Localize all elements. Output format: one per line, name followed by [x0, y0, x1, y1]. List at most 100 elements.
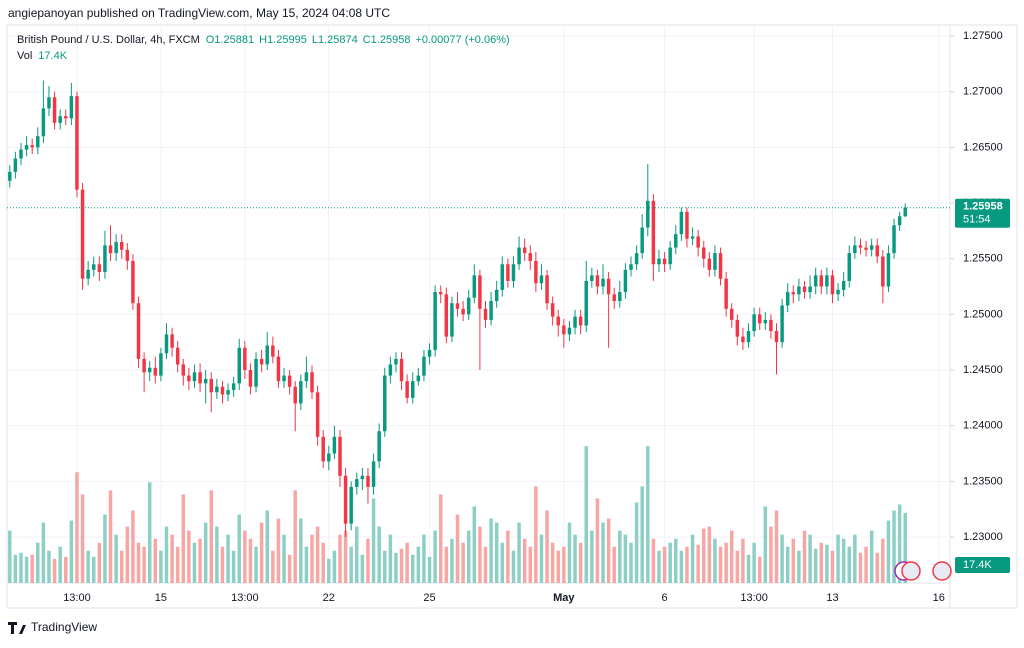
volume-bar	[36, 542, 40, 583]
volume-bar	[825, 544, 829, 583]
volume-bar	[119, 550, 124, 583]
volume-bar	[897, 504, 902, 583]
candle-body	[886, 253, 891, 287]
candle-body	[215, 386, 219, 393]
candle-body	[730, 308, 734, 320]
y-tick-label: 1.23500	[963, 475, 1003, 487]
candle-body	[164, 334, 169, 354]
candle-body	[159, 353, 163, 376]
volume-bar	[147, 482, 152, 583]
volume-bar	[416, 546, 421, 583]
countdown: 51:54	[963, 214, 991, 226]
candle-body	[718, 253, 723, 279]
volume-bar	[668, 542, 672, 583]
candle-body	[310, 372, 314, 393]
volume-bar	[287, 554, 292, 583]
candle-body	[461, 308, 465, 315]
volume-bar	[466, 530, 471, 583]
volume-bar	[52, 558, 57, 583]
candle-body	[422, 356, 426, 376]
candle-body	[813, 275, 818, 287]
candle-body	[80, 189, 85, 279]
volume-bar	[75, 472, 79, 583]
candle-body	[791, 292, 796, 295]
candle-body	[494, 289, 499, 301]
volume-bar	[64, 556, 68, 583]
volume-bar	[847, 546, 851, 583]
y-tick-label: 1.26500	[963, 141, 1003, 153]
candle-body	[388, 364, 393, 376]
candle-body	[702, 247, 706, 259]
x-tick-label: 13	[826, 592, 838, 604]
candle-body	[47, 97, 51, 109]
volume-bar	[399, 548, 404, 583]
volume-bar	[175, 546, 180, 583]
candle-body	[657, 258, 661, 265]
x-tick-label: 16	[933, 592, 945, 604]
volume-bar	[131, 510, 135, 583]
candle-body	[741, 336, 745, 343]
volume-bar	[343, 530, 348, 583]
candle-body	[383, 375, 387, 432]
candle-body	[869, 245, 874, 250]
volume-bar	[366, 538, 370, 583]
volume-bar	[802, 530, 807, 583]
candle-body	[220, 386, 225, 395]
volume-bar	[450, 538, 454, 583]
candle-body	[338, 436, 342, 476]
candle-body	[651, 200, 656, 265]
candle-body	[472, 275, 477, 298]
volume-bar	[562, 546, 566, 583]
volume-bar	[494, 522, 499, 583]
volume-bar	[763, 506, 768, 583]
volume-bar	[679, 550, 684, 583]
volume-bar	[299, 518, 303, 583]
volume-bar	[618, 530, 622, 583]
volume-bar	[8, 530, 12, 583]
volume-bar	[612, 546, 616, 583]
candle-body	[858, 245, 863, 248]
candle-body	[774, 331, 779, 343]
y-tick-label: 1.24500	[963, 364, 1003, 376]
candle-body	[237, 347, 241, 384]
volume-bar	[830, 550, 835, 583]
volume-bar	[528, 546, 533, 583]
candle-body	[332, 436, 337, 454]
y-tick-label: 1.27500	[963, 30, 1003, 42]
volume-bar	[769, 526, 773, 583]
volume-bar	[590, 530, 594, 583]
candle-body	[125, 249, 130, 261]
candle-body	[343, 475, 348, 524]
volume-bar	[19, 552, 23, 583]
volume-bar	[170, 534, 174, 583]
candle-body	[181, 364, 186, 376]
candle-body	[30, 145, 34, 148]
candle-body	[416, 375, 421, 382]
volume-bar	[517, 522, 521, 583]
volume-bar	[500, 542, 505, 583]
candle-body	[360, 475, 365, 480]
volume-bar	[332, 550, 337, 583]
candle-body	[881, 256, 885, 287]
candle-body	[399, 358, 404, 382]
candle-body	[366, 475, 370, 487]
volume-bar	[321, 542, 325, 583]
candle-body	[769, 319, 773, 332]
ohlc-value: +0.00077 (+0.06%)	[415, 34, 509, 46]
x-tick-label: 22	[323, 592, 335, 604]
volume-bar	[506, 530, 510, 583]
volume-bar	[657, 550, 661, 583]
candle-body	[662, 258, 667, 265]
volume-bar	[243, 530, 247, 583]
candle-body	[696, 236, 700, 248]
candle-body	[92, 264, 96, 270]
volume-bar	[355, 526, 359, 583]
volume-bar	[114, 534, 118, 583]
candle-body	[517, 247, 521, 265]
volume-bar	[886, 520, 891, 583]
x-tick-label: May	[553, 592, 575, 604]
volume-bar	[483, 546, 488, 583]
volume-bar	[601, 522, 605, 583]
candle-body	[41, 108, 46, 137]
